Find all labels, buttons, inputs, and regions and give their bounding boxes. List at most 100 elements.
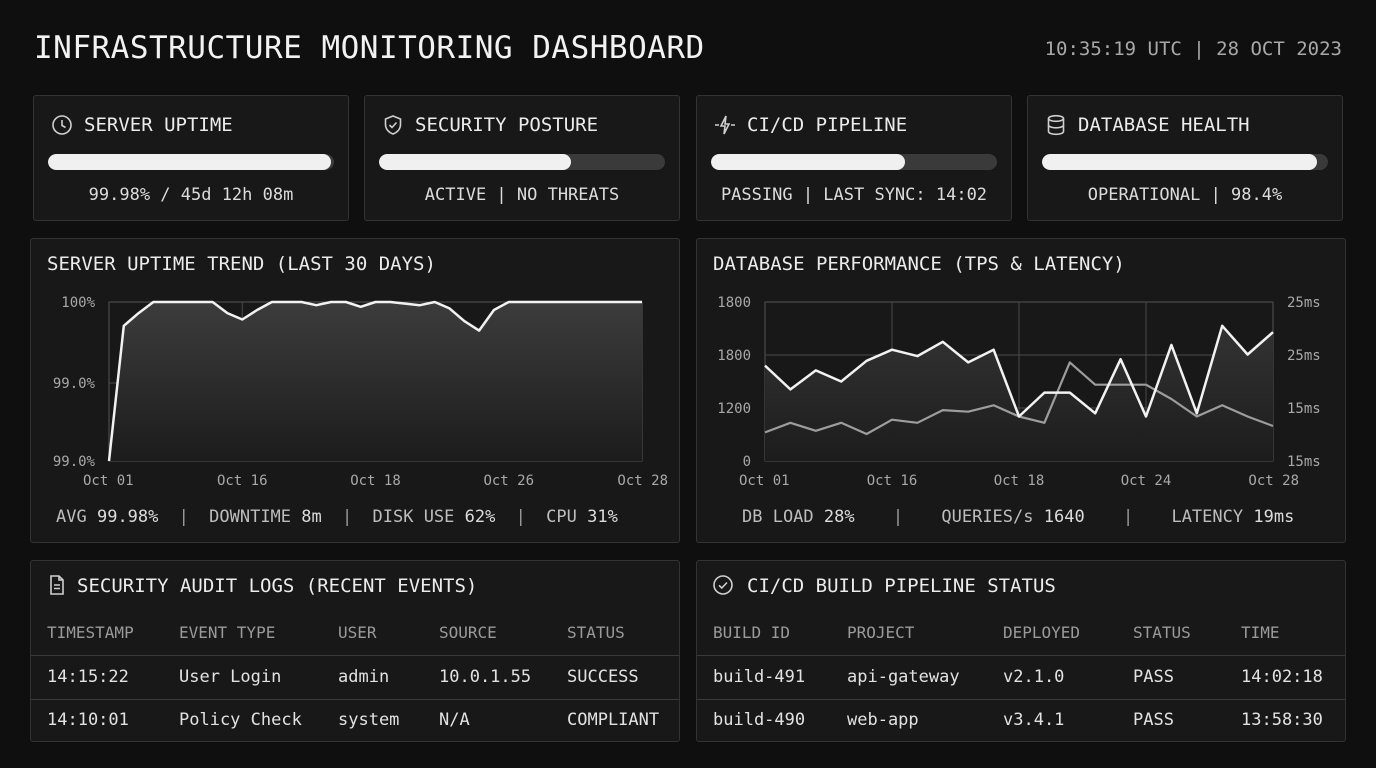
card-title: SERVER UPTIME: [84, 114, 233, 136]
uptime-line: [107, 300, 642, 462]
column-header[interactable]: BUILD ID: [713, 623, 791, 642]
y-tick-label: 1800: [717, 348, 751, 364]
stat-value: 28%: [823, 507, 855, 527]
table-cell: User Login: [179, 667, 282, 687]
column-header[interactable]: USER: [338, 623, 377, 642]
x-tick-label: Oct 18: [994, 473, 1045, 489]
stat-value: 31%: [587, 507, 618, 527]
card-status: ACTIVE | NO THREATS: [424, 185, 620, 205]
db-chart: Oct 01 Oct 16 Oct 18 Oct 24 Oct 28 1800 1800 12…: [717, 295, 1321, 489]
x-tick-label: Oct 18: [350, 473, 401, 489]
table-cell: web-app: [847, 710, 919, 730]
stat-value: 62%: [464, 507, 496, 527]
x-tick-label: Oct 26: [483, 473, 534, 489]
table-cell: 14:10:01: [47, 710, 129, 730]
pipeline-progress-bar: [711, 154, 997, 170]
column-header[interactable]: PROJECT: [847, 623, 915, 642]
database-progress-bar: [1042, 154, 1328, 170]
table-cell: v2.1.0: [1003, 667, 1065, 687]
column-header[interactable]: TIMESTAMP: [47, 623, 134, 642]
card-title: DATABASE HEALTH: [1078, 114, 1250, 136]
clock-icon: [50, 113, 74, 137]
uptime-progress-bar: [48, 154, 334, 170]
pipeline-icon: [713, 113, 737, 137]
uptime-area: [109, 302, 642, 461]
table-cell: 13:58:30: [1241, 710, 1323, 730]
chart-title: DATABASE PERFORMANCE (TPS & LATENCY): [713, 253, 1125, 275]
chart-title: SERVER UPTIME TREND (LAST 30 DAYS): [47, 253, 436, 275]
y2-tick-label: 25ms: [1287, 295, 1321, 311]
table-cell: 14:02:18: [1241, 667, 1323, 687]
stat-label: QUERIES/s: [941, 507, 1034, 527]
stat-sep: |: [515, 507, 526, 527]
table-title: CI/CD BUILD PIPELINE STATUS: [747, 575, 1056, 597]
column-header[interactable]: DEPLOYED: [1003, 623, 1081, 642]
stat-label: DISK USE: [372, 507, 455, 527]
column-header[interactable]: TIME: [1241, 623, 1280, 642]
table-cell: system: [338, 710, 400, 730]
table-cell: build-490: [713, 710, 806, 730]
tps-line: [764, 324, 1274, 418]
stat-sep: |: [342, 507, 353, 527]
table-cell: build-491: [713, 667, 806, 687]
card-title: CI/CD PIPELINE: [747, 114, 908, 136]
x-tick-label: Oct 28: [617, 473, 668, 489]
uptime-trend-panel: SERVER UPTIME TREND (LAST 30 DAYS) Oct 0…: [30, 238, 680, 543]
card-status: PASSING | LAST SYNC: 14:02: [720, 185, 988, 205]
stat-label: LATENCY: [1171, 507, 1244, 527]
x-tick-label: Oct 16: [867, 473, 918, 489]
table-cell: api-gateway: [847, 667, 960, 687]
table-cell: N/A: [439, 710, 470, 730]
y-tick-label: 99.0%: [53, 376, 96, 392]
column-header[interactable]: EVENT TYPE: [179, 623, 276, 642]
column-header[interactable]: SOURCE: [439, 623, 497, 642]
document-icon: [45, 573, 69, 597]
db-stats: DB LOAD 28% | QUERIES/s 1640 | LATENCY 1…: [742, 507, 1294, 527]
uptime-chart: Oct 01 Oct 16 Oct 18 Oct 26 Oct 28 100% 99.0% 9…: [53, 295, 668, 489]
security-posture-card[interactable]: SECURITY POSTURE ACTIVE | NO THREATS: [364, 95, 680, 221]
stat-label: AVG: [56, 507, 87, 527]
column-header[interactable]: STATUS: [1133, 623, 1191, 642]
header-clock: 10:35:19 UTC | 28 OCT 2023: [1044, 38, 1342, 60]
db-area: [765, 325, 1273, 461]
x-tick-label: Oct 01: [739, 473, 790, 489]
x-tick-label: Oct 01: [83, 473, 134, 489]
stat-value: 19ms: [1253, 507, 1295, 527]
stat-sep: |: [1122, 507, 1134, 527]
security-progress-bar: [379, 154, 665, 170]
stat-sep: |: [892, 507, 904, 527]
table-cell: v3.4.1: [1003, 710, 1065, 730]
stat-value: 8m: [301, 507, 322, 527]
table-title: SECURITY AUDIT LOGS (RECENT EVENTS): [77, 575, 478, 597]
card-status: 99.98% / 45d 12h 08m: [88, 185, 294, 205]
y-tick-label: 0: [743, 454, 751, 470]
y2-tick-label: 15ms: [1287, 401, 1321, 417]
build-pipeline-panel: CI/CD BUILD PIPELINE STATUS BUILD ID PRO…: [696, 560, 1346, 742]
stat-value: 99.98%: [96, 507, 159, 527]
table-cell: Policy Check: [179, 710, 302, 730]
table-cell: COMPLIANT: [567, 710, 660, 730]
table-cell: 14:15:22: [47, 667, 129, 687]
stat-label: DB LOAD: [742, 507, 814, 527]
table-cell: 10.0.1.55: [439, 667, 532, 687]
security-audit-panel: SECURITY AUDIT LOGS (RECENT EVENTS) TIME…: [30, 560, 680, 742]
x-tick-label: Oct 16: [217, 473, 268, 489]
x-tick-label: Oct 24: [1121, 473, 1172, 489]
check-circle-icon: [711, 573, 735, 597]
database-health-card[interactable]: DATABASE HEALTH OPERATIONAL | 98.4%: [1027, 95, 1343, 221]
card-status: OPERATIONAL | 98.4%: [1087, 185, 1283, 205]
y-tick-label: 1800: [717, 295, 751, 311]
x-tick-label: Oct 28: [1248, 473, 1299, 489]
table-cell: SUCCESS: [567, 667, 639, 687]
uptime-stats: AVG 99.98% | DOWNTIME 8m | DISK USE 62% …: [56, 507, 618, 527]
stat-label: CPU: [546, 507, 577, 527]
y-tick-label: 100%: [61, 295, 95, 311]
server-uptime-card[interactable]: SERVER UPTIME 99.98% / 45d 12h 08m: [33, 95, 349, 221]
y2-tick-label: 15ms: [1287, 454, 1321, 470]
stat-sep: |: [178, 507, 189, 527]
column-header[interactable]: STATUS: [567, 623, 625, 642]
cicd-pipeline-card[interactable]: CI/CD PIPELINE PASSING | LAST SYNC: 14:0…: [696, 95, 1012, 221]
shield-icon: [381, 113, 405, 137]
stat-label: DOWNTIME: [209, 507, 292, 527]
y2-tick-label: 25ms: [1287, 348, 1321, 364]
